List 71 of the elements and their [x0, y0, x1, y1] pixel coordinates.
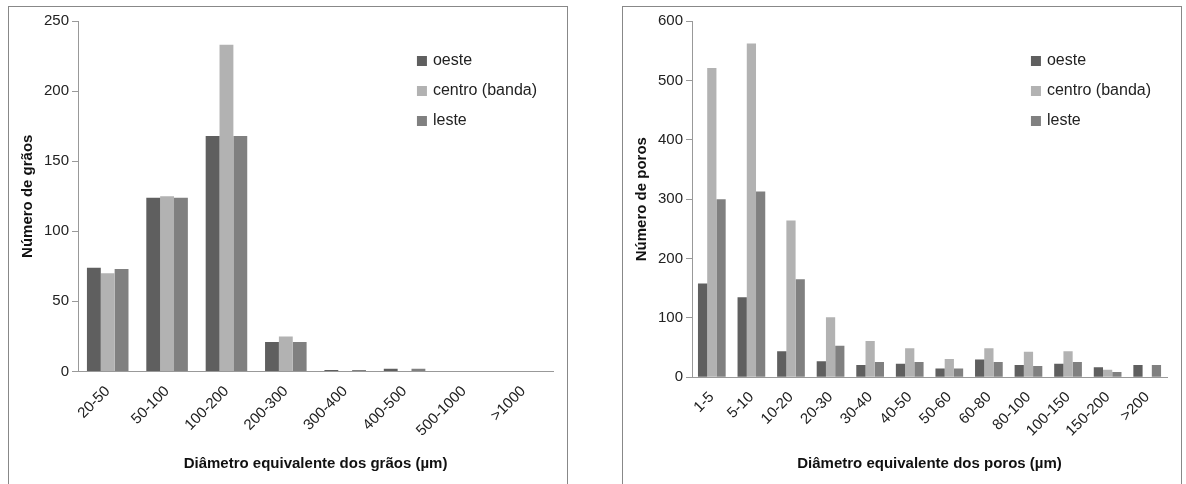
bar — [895, 363, 906, 377]
bar — [756, 191, 766, 377]
bar — [265, 342, 279, 371]
legend-label: leste — [432, 111, 467, 129]
y-tick-label: 0 — [674, 367, 684, 385]
bar — [737, 297, 747, 377]
bar — [292, 342, 307, 371]
bar — [865, 341, 875, 377]
y-tick-label: 500 — [658, 70, 684, 88]
y-tick-label: 300 — [658, 189, 684, 207]
bar — [856, 364, 866, 377]
y-tick-label: 250 — [44, 11, 70, 29]
bar — [795, 279, 805, 377]
y-tick-label: 100 — [658, 308, 684, 326]
bar — [944, 358, 954, 377]
bar — [1014, 364, 1024, 377]
legend-label: centro (banda) — [432, 81, 537, 99]
bar — [984, 348, 994, 377]
x-tick-label: 1-5 — [689, 387, 717, 416]
bar — [1112, 372, 1122, 377]
bar — [86, 267, 101, 371]
bar — [1054, 363, 1064, 377]
bar — [697, 283, 708, 377]
y-tick-label: 200 — [658, 248, 684, 266]
bar — [825, 317, 836, 377]
y-axis-title: Número de grãos — [18, 134, 36, 258]
bar — [835, 345, 845, 377]
y-tick-label: 0 — [60, 361, 70, 379]
y-tick-label: 600 — [658, 11, 684, 29]
bar — [1033, 366, 1043, 377]
bar — [777, 351, 787, 377]
bar — [1151, 364, 1162, 377]
bar — [993, 361, 1003, 377]
bar — [905, 348, 915, 377]
legend-label: oeste — [1046, 51, 1087, 69]
bar — [975, 359, 985, 377]
bar — [205, 135, 220, 371]
bar — [1063, 351, 1073, 377]
bar — [816, 361, 826, 377]
y-tick-label: 50 — [52, 291, 70, 309]
y-axis-title: Número de poros — [632, 137, 650, 262]
bar — [874, 361, 884, 377]
bar — [953, 368, 964, 377]
bar — [278, 336, 293, 371]
bar — [1093, 367, 1104, 377]
bar — [219, 44, 234, 371]
bar — [233, 135, 248, 371]
bar — [160, 196, 175, 371]
y-tick-label: 150 — [44, 151, 70, 169]
y-tick-label: 100 — [44, 221, 70, 239]
bar — [174, 197, 188, 371]
bar — [1072, 361, 1082, 377]
legend-label: centro (banda) — [1046, 81, 1151, 99]
bar — [100, 273, 115, 371]
bar — [786, 220, 796, 377]
bar — [1023, 351, 1034, 377]
x-axis-title: Diâmetro equivalente dos grãos (µm) — [183, 454, 448, 472]
y-tick-label: 400 — [658, 129, 684, 147]
bar — [746, 43, 757, 377]
bar — [716, 199, 726, 377]
x-axis-title: Diâmetro equivalente dos poros (µm) — [797, 454, 1062, 472]
bar — [1133, 364, 1143, 377]
bar — [146, 197, 161, 371]
bar — [935, 368, 945, 377]
bar — [1103, 369, 1113, 377]
bar — [707, 67, 717, 377]
y-tick-label: 200 — [44, 81, 70, 99]
bar — [114, 269, 129, 371]
bar — [914, 361, 924, 377]
legend-label: oeste — [432, 51, 473, 69]
legend-label: leste — [1046, 111, 1081, 129]
